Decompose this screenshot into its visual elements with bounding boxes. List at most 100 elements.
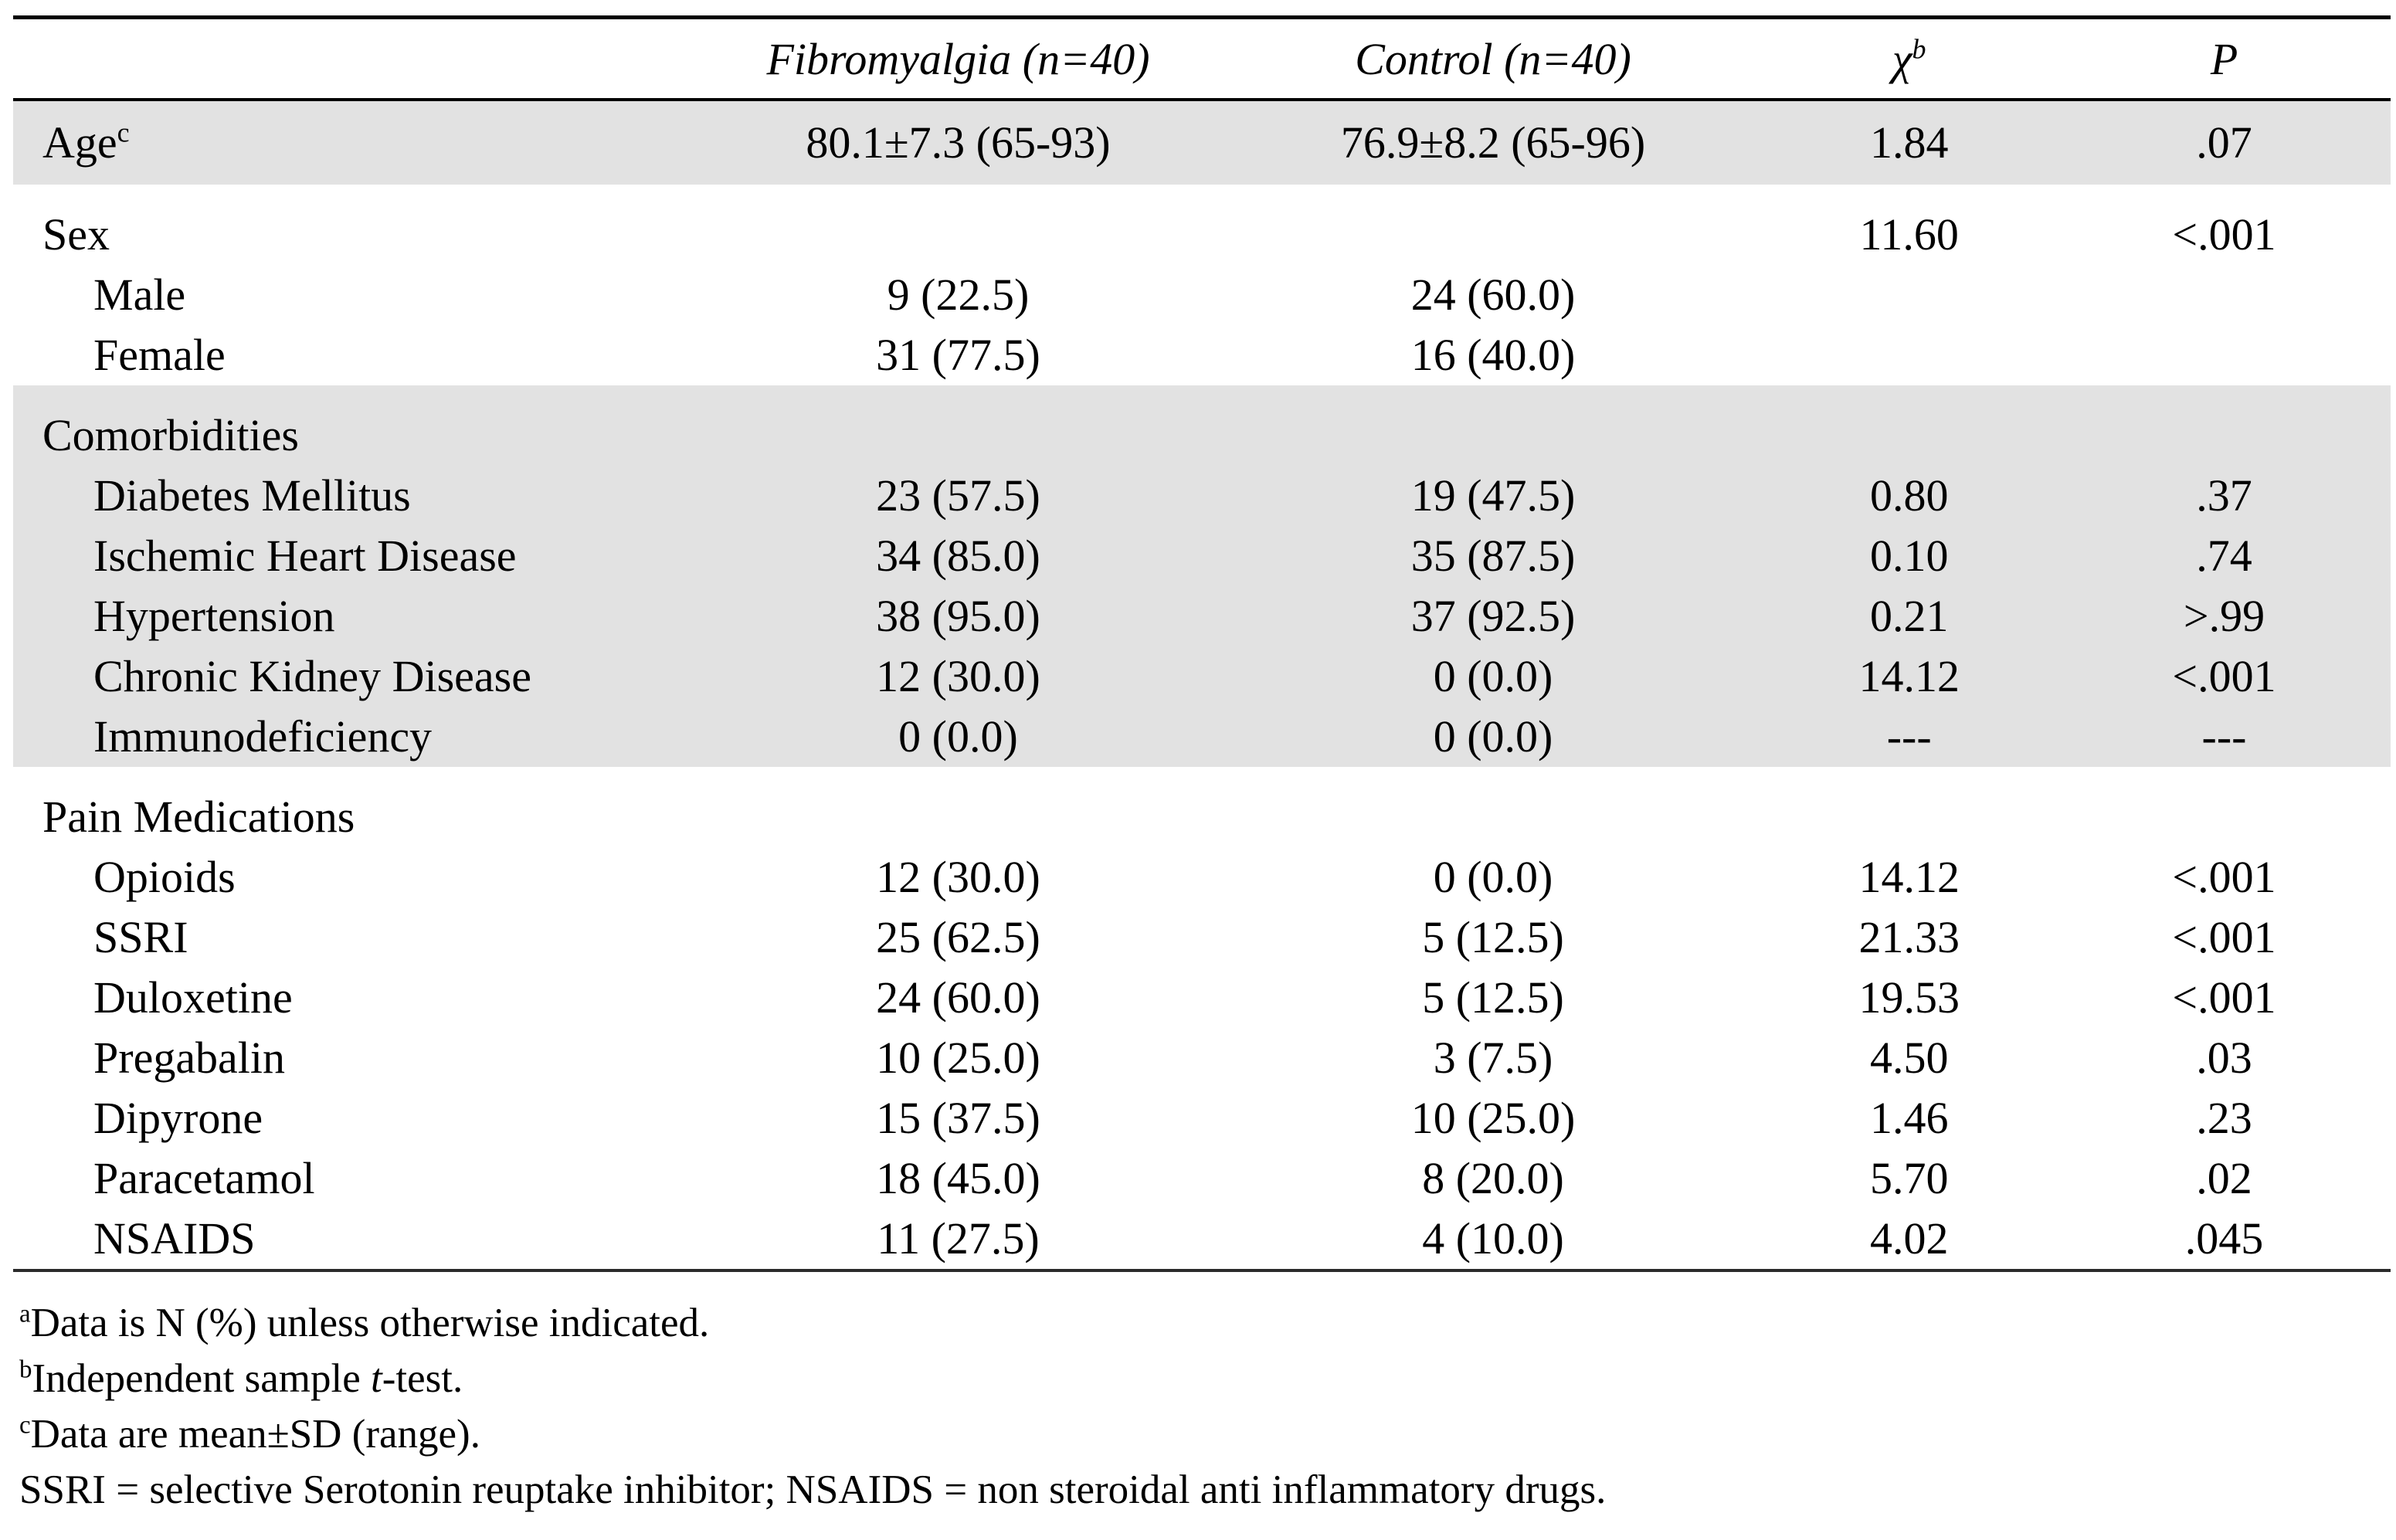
cell-female-chi	[1760, 325, 2058, 385]
table-row-diabetes: Diabetes Mellitus 23 (57.5) 19 (47.5) 0.…	[13, 466, 2391, 526]
cell-ihd-fibromyalgia: 34 (85.0)	[876, 531, 1040, 581]
header-p-value: P	[2058, 17, 2391, 101]
footnote-b: bIndependent sample t-test.	[19, 1351, 2396, 1406]
row-label-ssri: SSRI	[93, 912, 188, 962]
row-label-pain-medications: Pain Medications	[42, 792, 355, 842]
cell-male-chi	[1760, 265, 2058, 325]
row-label-immunodeficiency: Immunodeficiency	[93, 711, 433, 762]
cell-opioids-fibromyalgia: 12 (30.0)	[876, 852, 1040, 902]
cell-diabetes-chi: 0.80	[1869, 470, 1949, 521]
cell-age-fibromyalgia: 80.1±7.3 (65-93)	[806, 117, 1111, 168]
cell-immunodeficiency-control: 0 (0.0)	[1433, 711, 1553, 762]
cell-hypertension-p: >.99	[2183, 591, 2265, 641]
cell-pain-medications-control	[1226, 767, 1761, 847]
table-row-age: Agec 80.1±7.3 (65-93) 76.9±8.2 (65-96) 1…	[13, 100, 2391, 185]
cell-ckd-fibromyalgia: 12 (30.0)	[876, 651, 1040, 701]
footnote-b-text-post: -test.	[382, 1356, 463, 1401]
table-row-immunodeficiency: Immunodeficiency 0 (0.0) 0 (0.0) --- ---	[13, 707, 2391, 767]
age-superscript-c: c	[117, 117, 130, 148]
cell-diabetes-p: .37	[2196, 470, 2252, 521]
cell-paracetamol-chi: 5.70	[1869, 1153, 1949, 1203]
cell-immunodeficiency-fibromyalgia: 0 (0.0)	[898, 711, 1018, 762]
footnote-a-text: Data is N (%) unless otherwise indicated…	[30, 1301, 710, 1345]
row-label-diabetes: Diabetes Mellitus	[93, 470, 411, 521]
row-label-opioids: Opioids	[93, 852, 236, 902]
demographics-table: Fibromyalgia (n=40) Control (n=40) χb P …	[13, 15, 2391, 1272]
cell-pregabalin-control: 3 (7.5)	[1433, 1033, 1553, 1083]
cell-male-control: 24 (60.0)	[1410, 270, 1576, 320]
header-fibromyalgia: Fibromyalgia (n=40)	[691, 17, 1226, 101]
row-label-dipyrone: Dipyrone	[93, 1093, 263, 1143]
cell-nsaids-fibromyalgia: 11 (27.5)	[877, 1213, 1040, 1264]
row-label-ischemic-heart-disease: Ischemic Heart Disease	[93, 531, 517, 581]
cell-pregabalin-chi: 4.50	[1869, 1033, 1949, 1083]
cell-comorbidities-chi	[1760, 385, 2058, 466]
table-row-sex: Sex 11.60 <.001	[13, 185, 2391, 265]
footnote-b-italic-t: t	[371, 1356, 382, 1401]
cell-duloxetine-fibromyalgia: 24 (60.0)	[876, 972, 1040, 1023]
cell-ssri-p: <.001	[2172, 912, 2276, 962]
cell-diabetes-control: 19 (47.5)	[1410, 470, 1576, 521]
table-row-opioids: Opioids 12 (30.0) 0 (0.0) 14.12 <.001	[13, 847, 2391, 907]
table-row-male: Male 9 (22.5) 24 (60.0)	[13, 265, 2391, 325]
row-label-comorbidities: Comorbidities	[42, 410, 299, 460]
cell-duloxetine-p: <.001	[2172, 972, 2276, 1023]
cell-comorbidities-fibromyalgia	[691, 385, 1226, 466]
cell-hypertension-control: 37 (92.5)	[1410, 591, 1576, 641]
row-label-duloxetine: Duloxetine	[93, 972, 293, 1023]
cell-pain-medications-p	[2058, 767, 2391, 847]
table-row-duloxetine: Duloxetine 24 (60.0) 5 (12.5) 19.53 <.00…	[13, 968, 2391, 1028]
cell-hypertension-fibromyalgia: 38 (95.0)	[876, 591, 1040, 641]
cell-female-control: 16 (40.0)	[1410, 330, 1576, 380]
cell-age-control: 76.9±8.2 (65-96)	[1340, 117, 1646, 168]
cell-dipyrone-p: .23	[2196, 1093, 2252, 1143]
cell-paracetamol-p: .02	[2196, 1153, 2252, 1203]
cell-opioids-p: <.001	[2172, 852, 2276, 902]
cell-ckd-p: <.001	[2172, 651, 2276, 701]
cell-comorbidities-control	[1226, 385, 1761, 466]
cell-sex-fibromyalgia	[691, 185, 1226, 265]
cell-age-p: .07	[2196, 117, 2252, 168]
cell-ckd-chi: 14.12	[1858, 651, 1960, 701]
cell-nsaids-control: 4 (10.0)	[1422, 1213, 1564, 1264]
row-label-age: Agec	[42, 117, 130, 168]
cell-duloxetine-chi: 19.53	[1858, 972, 1960, 1023]
cell-ssri-control: 5 (12.5)	[1422, 912, 1564, 962]
table-row-ssri: SSRI 25 (62.5) 5 (12.5) 21.33 <.001	[13, 907, 2391, 968]
cell-paracetamol-fibromyalgia: 18 (45.0)	[876, 1153, 1040, 1203]
table-row-ischemic-heart-disease: Ischemic Heart Disease 34 (85.0) 35 (87.…	[13, 526, 2391, 586]
footnote-c: cData are mean±SD (range).	[19, 1406, 2396, 1462]
cell-age-chi: 1.84	[1869, 117, 1949, 168]
footnote-a-marker: a	[19, 1300, 31, 1328]
row-label-sex: Sex	[42, 209, 110, 259]
table-row-pregabalin: Pregabalin 10 (25.0) 3 (7.5) 4.50 .03	[13, 1028, 2391, 1088]
footnote-b-marker: b	[19, 1355, 32, 1384]
cell-dipyrone-fibromyalgia: 15 (37.5)	[876, 1093, 1040, 1143]
table-row-female: Female 31 (77.5) 16 (40.0)	[13, 325, 2391, 385]
cell-dipyrone-control: 10 (25.0)	[1410, 1093, 1576, 1143]
footnote-a: aData is N (%) unless otherwise indicate…	[19, 1295, 2396, 1351]
cell-dipyrone-chi: 1.46	[1869, 1093, 1949, 1143]
cell-sex-control	[1226, 185, 1761, 265]
table-row-comorbidities: Comorbidities	[13, 385, 2391, 466]
table-row-chronic-kidney-disease: Chronic Kidney Disease 12 (30.0) 0 (0.0)…	[13, 646, 2391, 707]
cell-nsaids-p: .045	[2184, 1213, 2264, 1264]
cell-ckd-control: 0 (0.0)	[1433, 651, 1553, 701]
cell-pregabalin-p: .03	[2196, 1033, 2252, 1083]
row-label-female: Female	[93, 330, 226, 380]
row-label-hypertension: Hypertension	[93, 591, 335, 641]
cell-ssri-chi: 21.33	[1858, 912, 1960, 962]
cell-ihd-p: .74	[2196, 531, 2252, 581]
row-label-pregabalin: Pregabalin	[93, 1033, 286, 1083]
row-label-male: Male	[93, 270, 186, 320]
header-chi-squared: χb	[1760, 17, 2058, 101]
cell-hypertension-chi: 0.21	[1869, 591, 1949, 641]
cell-diabetes-fibromyalgia: 23 (57.5)	[876, 470, 1040, 521]
table-footnotes: aData is N (%) unless otherwise indicate…	[19, 1295, 2396, 1518]
header-control: Control (n=40)	[1225, 17, 1761, 101]
cell-male-fibromyalgia: 9 (22.5)	[887, 270, 1030, 320]
cell-pain-medications-fibromyalgia	[691, 767, 1226, 847]
cell-male-p	[2058, 265, 2391, 325]
cell-nsaids-chi: 4.02	[1869, 1213, 1949, 1264]
